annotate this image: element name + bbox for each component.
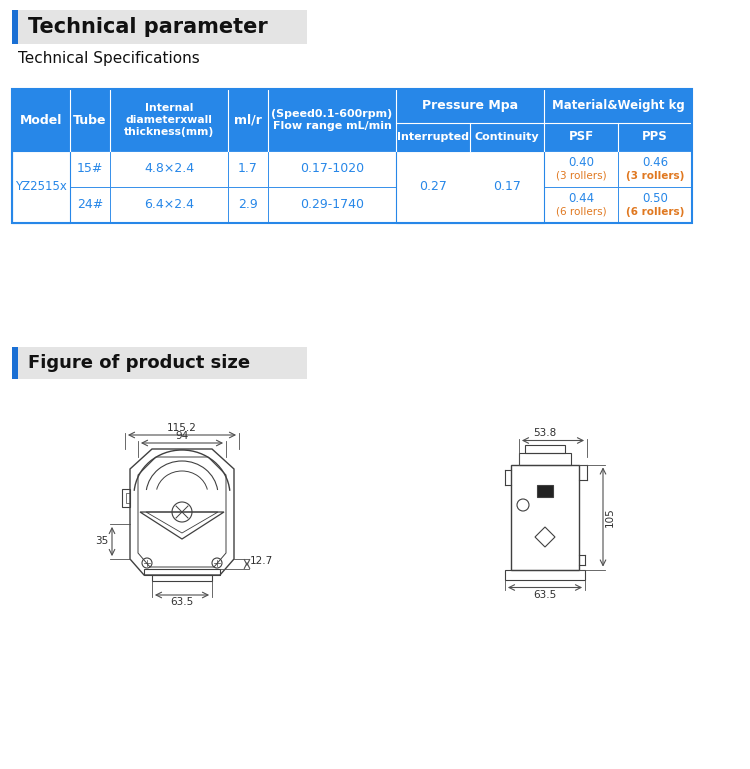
Text: YZ2515x: YZ2515x [15,181,67,194]
Bar [618,123,692,151]
Text: ml/r: ml/r [234,114,262,126]
Text: Tube: Tube [74,114,106,126]
Text: 115.2: 115.2 [167,423,197,433]
Bar [228,151,268,187]
Bar [396,123,470,151]
Bar [70,151,110,187]
Bar [70,187,110,223]
Text: Model: Model [20,114,62,126]
Text: 15#: 15# [76,162,104,175]
Text: (3 rollers): (3 rollers) [556,171,606,181]
Text: 53.8: 53.8 [533,428,556,438]
Bar [12,10,18,44]
Text: 105: 105 [605,507,615,527]
Text: PSF: PSF [568,131,593,144]
Bar [12,89,70,151]
Bar [12,187,70,223]
Bar [152,575,212,581]
Text: 0.29-1740: 0.29-1740 [300,198,364,211]
Text: (6 rollers): (6 rollers) [556,207,606,217]
Bar [511,464,579,570]
Bar [110,89,228,151]
Bar [544,89,692,123]
Text: (Speed0.1-600rpm)
Flow range mL/min: (Speed0.1-600rpm) Flow range mL/min [272,108,393,131]
Bar [396,151,470,187]
Text: 0.46: 0.46 [642,155,668,168]
Text: (6 rollers): (6 rollers) [626,207,684,217]
Bar [525,444,565,452]
Bar [144,569,220,575]
Text: 2.9: 2.9 [238,198,258,211]
Bar [537,485,553,497]
Text: PPS: PPS [642,131,668,144]
Bar [12,347,18,379]
Bar [12,89,692,223]
Bar [228,187,268,223]
Bar [470,123,544,151]
Bar [268,89,396,151]
Bar [544,187,618,223]
Text: 1.7: 1.7 [238,162,258,175]
Bar [396,151,544,223]
Text: 4.8×2.4: 4.8×2.4 [144,162,194,175]
Bar [18,10,307,44]
Bar [505,570,585,580]
Text: 0.17-1020: 0.17-1020 [300,162,364,175]
Bar [126,493,130,503]
Bar [470,187,544,223]
Text: 12.7: 12.7 [250,556,273,566]
Bar [544,123,618,151]
Bar [544,151,618,187]
Text: 0.50: 0.50 [642,191,668,205]
Text: Technical Specifications: Technical Specifications [18,51,200,66]
Text: 0.40: 0.40 [568,155,594,168]
Text: 63.5: 63.5 [170,597,194,607]
Bar [228,89,268,151]
Bar [12,151,70,187]
Bar [268,151,396,187]
Bar [470,151,544,187]
Text: Material&Weight kg: Material&Weight kg [551,99,684,112]
Text: 24#: 24# [76,198,103,211]
Text: 63.5: 63.5 [533,590,556,600]
Bar [618,187,692,223]
Bar [396,187,470,223]
Text: 0.44: 0.44 [568,191,594,205]
Text: Continuity: Continuity [475,132,539,142]
Text: Pressure Mpa: Pressure Mpa [422,99,518,112]
Bar [519,452,571,464]
Bar [396,89,544,123]
Bar [12,151,70,223]
Text: Internal
diameterxwall
thickness(mm): Internal diameterxwall thickness(mm) [124,102,214,138]
Bar [18,347,307,379]
Text: 0.27: 0.27 [419,181,447,194]
Text: Technical parameter: Technical parameter [28,17,268,37]
Bar [110,187,228,223]
Text: Figure of product size: Figure of product size [28,354,250,372]
Text: (3 rollers): (3 rollers) [626,171,684,181]
Bar [122,489,130,507]
Bar [70,89,110,151]
Text: Interrupted: Interrupted [397,132,469,142]
Text: 94: 94 [176,431,189,441]
Text: 0.17: 0.17 [493,181,521,194]
Bar [618,151,692,187]
Text: 6.4×2.4: 6.4×2.4 [144,198,194,211]
Text: 35: 35 [94,537,108,547]
Bar [110,151,228,187]
Bar [268,187,396,223]
